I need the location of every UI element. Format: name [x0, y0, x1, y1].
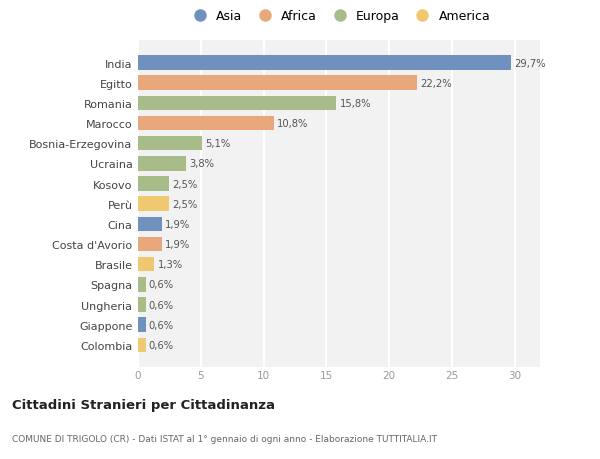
Bar — [138, 96, 337, 111]
Text: Cittadini Stranieri per Cittadinanza: Cittadini Stranieri per Cittadinanza — [12, 398, 275, 412]
Text: 0,6%: 0,6% — [149, 280, 174, 290]
Bar — [138, 197, 169, 212]
Bar — [138, 318, 146, 332]
Text: 0,6%: 0,6% — [149, 340, 174, 350]
Text: 15,8%: 15,8% — [340, 99, 371, 109]
Bar — [138, 297, 146, 312]
Bar — [138, 278, 146, 292]
Bar — [138, 137, 202, 151]
Text: 1,9%: 1,9% — [165, 240, 190, 250]
Bar — [138, 257, 154, 272]
Text: 0,6%: 0,6% — [149, 320, 174, 330]
Legend: Asia, Africa, Europa, America: Asia, Africa, Europa, America — [182, 5, 496, 28]
Bar — [138, 177, 169, 191]
Text: 10,8%: 10,8% — [277, 119, 308, 129]
Bar — [138, 237, 162, 252]
Text: 1,3%: 1,3% — [157, 260, 182, 269]
Bar — [138, 117, 274, 131]
Bar — [138, 56, 511, 71]
Bar — [138, 157, 186, 171]
Bar — [138, 338, 146, 353]
Text: 1,9%: 1,9% — [165, 219, 190, 230]
Text: 2,5%: 2,5% — [173, 199, 198, 209]
Bar — [138, 217, 162, 232]
Text: 5,1%: 5,1% — [205, 139, 230, 149]
Text: 29,7%: 29,7% — [514, 58, 546, 68]
Bar — [138, 76, 417, 91]
Text: COMUNE DI TRIGOLO (CR) - Dati ISTAT al 1° gennaio di ogni anno - Elaborazione TU: COMUNE DI TRIGOLO (CR) - Dati ISTAT al 1… — [12, 434, 437, 442]
Text: 22,2%: 22,2% — [420, 78, 452, 89]
Text: 0,6%: 0,6% — [149, 300, 174, 310]
Text: 3,8%: 3,8% — [189, 159, 214, 169]
Text: 2,5%: 2,5% — [173, 179, 198, 189]
